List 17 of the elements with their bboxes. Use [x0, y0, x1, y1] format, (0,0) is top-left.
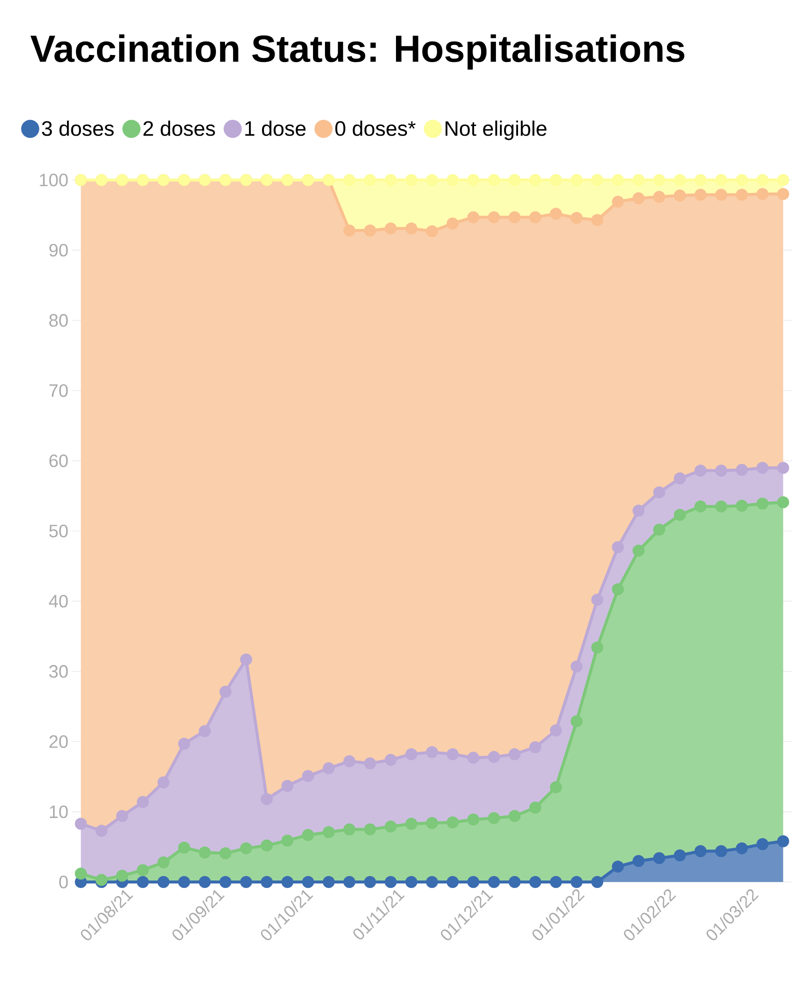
- legend-label: 2 doses: [143, 120, 215, 136]
- y-tick-label: 60: [49, 454, 68, 468]
- y-tick-label: 30: [49, 665, 68, 678]
- y-tick-label: 20: [49, 735, 68, 748]
- y-tick-label: 90: [49, 244, 68, 257]
- y-tick-label: 70: [49, 384, 68, 397]
- y-tick-label: 100: [40, 174, 68, 186]
- legend-label: 0 doses*: [335, 120, 416, 136]
- y-tick-label: 40: [48, 594, 68, 608]
- y-tick-label: 80: [49, 314, 68, 327]
- legend-label: Not eligible: [446, 120, 546, 140]
- chart-title: Vaccination Status: Hospitalisations: [30, 34, 684, 70]
- legend-label: 3 doses: [42, 120, 114, 136]
- y-tick-label: 0: [59, 876, 68, 888]
- legend-label: 1 dose: [245, 120, 306, 136]
- y-tick-label: 50: [49, 524, 68, 538]
- y-tick-label: 10: [50, 805, 68, 818]
